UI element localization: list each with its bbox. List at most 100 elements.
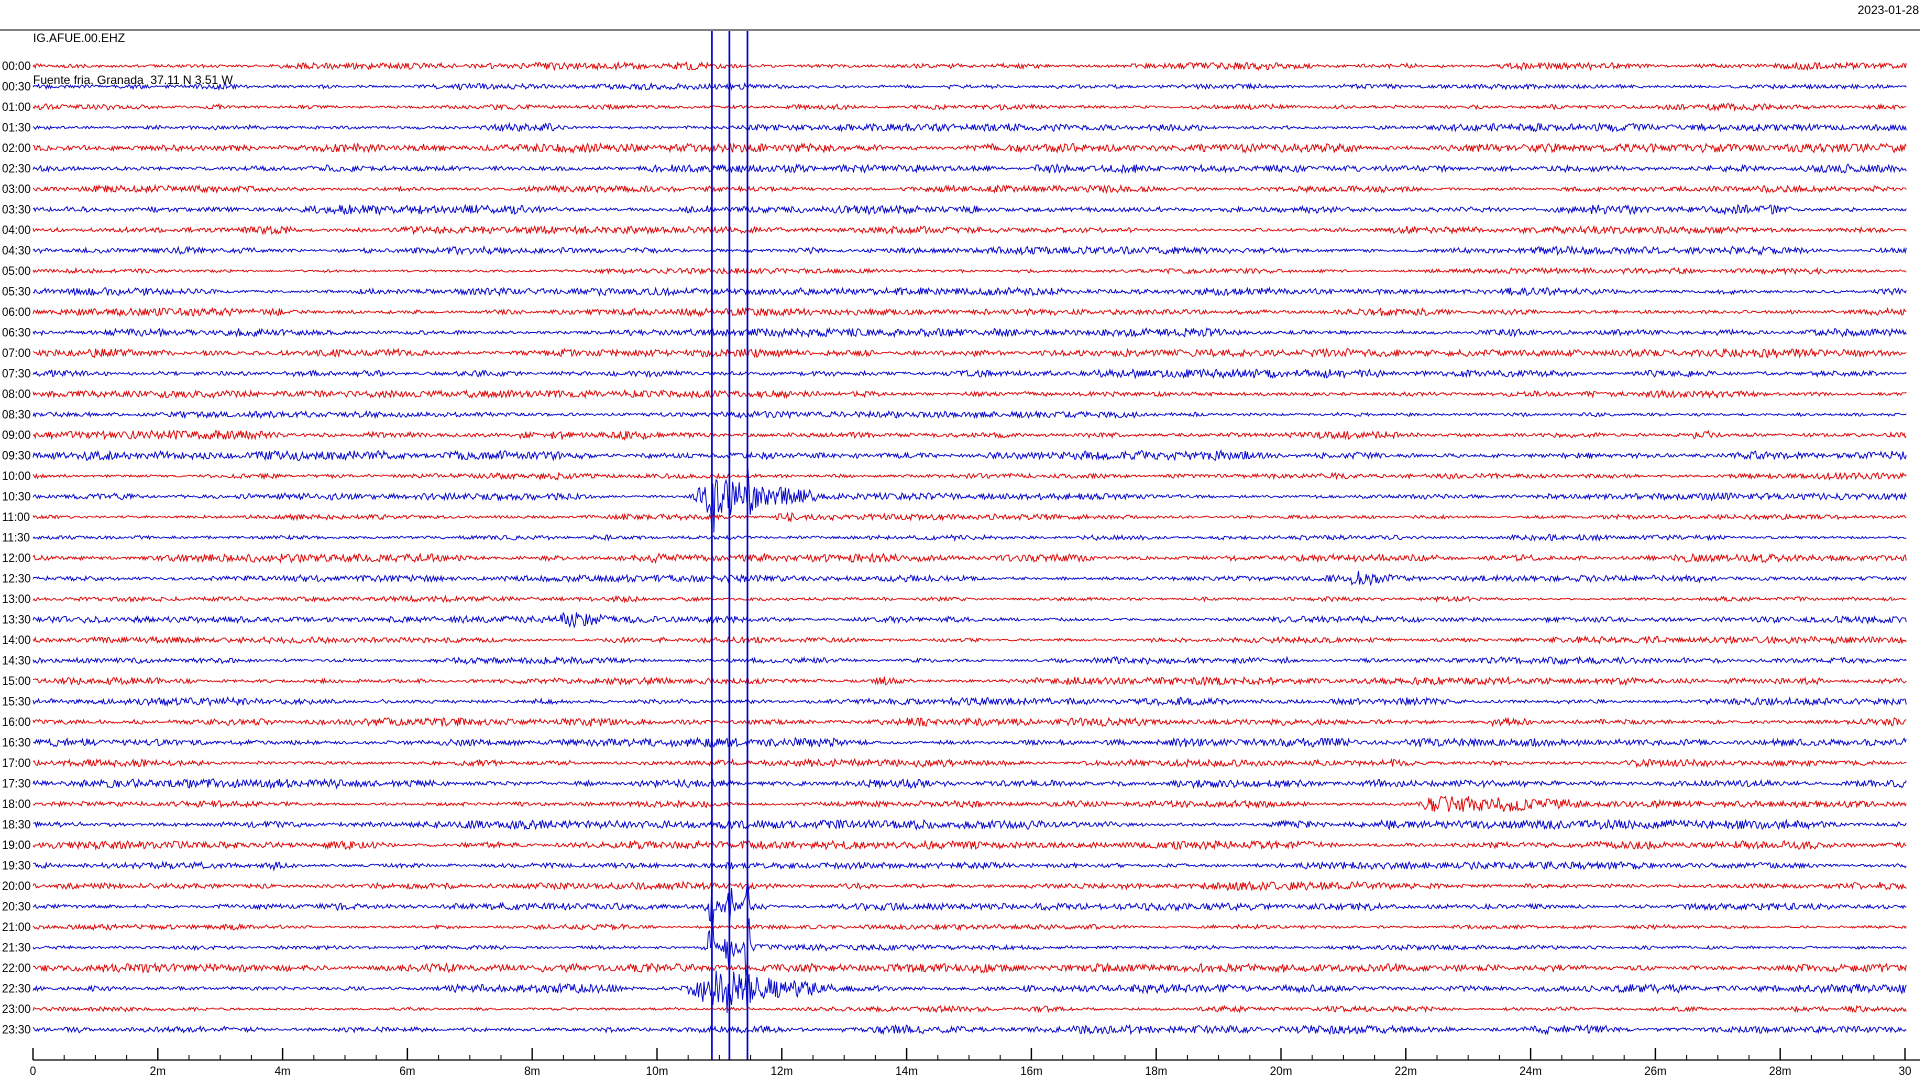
row-time-label: 12:00: [2, 553, 31, 565]
trace-row-08:30: [32, 409, 1907, 420]
row-time-label: 04:00: [2, 225, 31, 237]
row-time-label: 09:00: [2, 430, 31, 442]
station-location: Fuente fria, Granada 37.11 N 3.51 W: [33, 73, 233, 87]
x-axis-tick-label: 6m: [399, 1066, 415, 1078]
row-time-label: 03:30: [2, 205, 31, 217]
trace-row-06:00: [32, 306, 1907, 318]
x-axis-tick-label: 0: [30, 1066, 36, 1078]
trace-row-10:30: [32, 468, 1907, 533]
row-time-label: 04:30: [2, 246, 31, 258]
row-time-label: 17:30: [2, 779, 31, 791]
x-axis-tick-label: 18m: [1145, 1066, 1167, 1078]
row-time-label: 14:00: [2, 635, 31, 647]
row-time-label: 13:00: [2, 594, 31, 606]
row-time-label: 11:30: [2, 533, 30, 545]
row-time-label: 22:00: [2, 963, 31, 975]
trace-row-02:30: [32, 162, 1907, 175]
row-time-label: 09:30: [2, 451, 31, 463]
trace-row-11:30: [32, 533, 1907, 542]
row-time-label: 11:00: [2, 512, 30, 524]
row-time-label: 18:00: [2, 799, 31, 811]
row-time-label: 16:00: [2, 717, 31, 729]
row-time-label: 15:30: [2, 697, 31, 709]
trace-row-00:30: [32, 82, 1907, 91]
trace-row-16:00: [32, 716, 1907, 728]
row-time-label: 02:00: [2, 143, 31, 155]
trace-row-06:30: [32, 327, 1907, 339]
trace-row-09:00: [32, 429, 1907, 441]
row-time-label: 19:00: [2, 840, 31, 852]
trace-row-10:00: [32, 471, 1907, 481]
trace-row-03:00: [32, 183, 1907, 195]
trace-row-00:00: [32, 60, 1907, 72]
trace-row-05:00: [32, 266, 1907, 276]
trace-row-22:00: [32, 961, 1907, 975]
trace-row-04:30: [32, 245, 1907, 256]
row-time-label: 16:30: [2, 738, 31, 750]
x-axis-tick-label: 2m: [150, 1066, 166, 1078]
trace-row-17:00: [32, 757, 1907, 769]
row-time-label: 23:30: [2, 1025, 31, 1037]
x-axis-tick-label: 16m: [1020, 1066, 1042, 1078]
trace-row-19:30: [32, 860, 1907, 872]
trace-row-23:00: [32, 1004, 1907, 1014]
trace-row-15:00: [32, 675, 1907, 687]
trace-row-01:30: [32, 121, 1907, 133]
trace-row-22:30: [32, 970, 1907, 1014]
trace-row-17:30: [32, 777, 1907, 790]
trace-row-21:30: [32, 918, 1907, 978]
trace-row-20:30: [32, 882, 1907, 929]
row-time-label: 21:30: [2, 943, 31, 955]
row-time-label: 13:30: [2, 615, 31, 627]
row-time-label: 05:30: [2, 287, 31, 299]
row-time-label: 12:30: [2, 574, 31, 586]
row-time-label: 14:30: [2, 656, 31, 668]
row-time-label: 01:30: [2, 123, 31, 135]
x-axis-tick-label: 10m: [646, 1066, 668, 1078]
row-time-label: 07:30: [2, 369, 31, 381]
row-time-label: 15:00: [2, 676, 31, 688]
trace-row-23:30: [32, 1023, 1907, 1036]
plot-date: 2023-01-28: [1857, 3, 1919, 17]
trace-row-03:30: [32, 203, 1907, 216]
trace-row-18:30: [32, 818, 1907, 831]
x-axis-tick-label: 14m: [895, 1066, 917, 1078]
x-axis-tick-label: 12m: [771, 1066, 793, 1078]
trace-row-02:00: [32, 142, 1907, 154]
x-axis-tick-label: 20m: [1270, 1066, 1292, 1078]
row-time-label: 05:00: [2, 266, 31, 278]
trace-row-05:30: [32, 286, 1907, 297]
trace-row-12:30: [32, 570, 1907, 587]
trace-row-09:30: [32, 449, 1907, 462]
trace-row-04:00: [32, 224, 1907, 236]
row-time-label: 17:00: [2, 758, 31, 770]
trace-row-13:30: [32, 611, 1907, 629]
x-axis-tick-label: 28m: [1769, 1066, 1791, 1078]
trace-row-11:00: [32, 511, 1907, 523]
trace-row-21:00: [32, 922, 1907, 932]
trace-row-12:00: [32, 552, 1907, 564]
station-code: IG.AFUE.00.EHZ: [33, 31, 126, 45]
row-time-label: 20:30: [2, 902, 31, 914]
row-time-label: 02:30: [2, 164, 31, 176]
row-time-label: 08:00: [2, 389, 31, 401]
trace-row-08:00: [32, 388, 1907, 400]
row-time-label: 00:00: [2, 61, 31, 73]
row-time-label: 07:00: [2, 348, 31, 360]
row-time-label: 23:00: [2, 1004, 31, 1016]
row-time-label: 01:00: [2, 102, 31, 114]
x-axis-tick-label: 22m: [1395, 1066, 1417, 1078]
x-axis-tick-label: 30: [1899, 1066, 1912, 1078]
row-time-label: 08:30: [2, 410, 31, 422]
x-axis-tick-label: 4m: [275, 1066, 291, 1078]
x-axis-tick-label: 26m: [1644, 1066, 1666, 1078]
row-time-label: 19:30: [2, 861, 31, 873]
trace-row-15:30: [32, 696, 1907, 707]
trace-row-18:00: [32, 795, 1907, 812]
row-time-label: 06:00: [2, 307, 31, 319]
trace-row-16:30: [32, 736, 1907, 749]
trace-row-07:00: [32, 347, 1907, 359]
trace-row-20:00: [32, 880, 1907, 892]
row-time-label: 18:30: [2, 820, 31, 832]
